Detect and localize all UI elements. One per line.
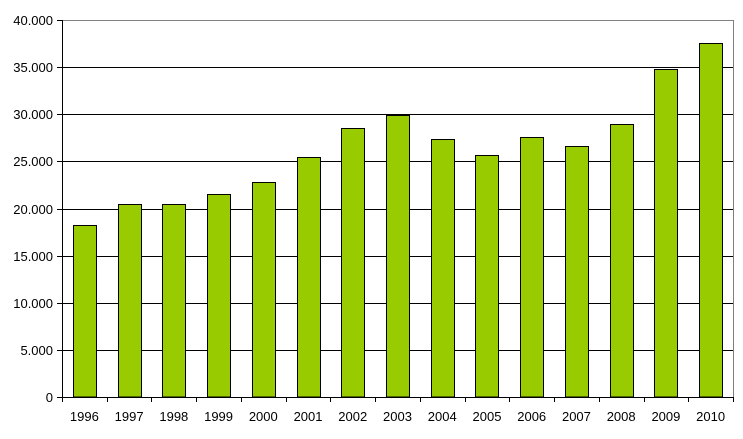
x-tick-label: 2002 [338,409,367,424]
x-tick-label: 2008 [607,409,636,424]
bar-2008 [610,124,634,398]
x-tick-label: 2004 [428,409,457,424]
y-tick-label: 5.000 [20,343,53,358]
x-tick-label: 2006 [517,409,546,424]
y-tick-label: 30.000 [13,107,53,122]
y-tick-label: 25.000 [13,154,53,169]
x-tick-label: 2007 [562,409,591,424]
y-tick-label: 35.000 [13,60,53,75]
x-tick-label: 1998 [159,409,188,424]
x-tick-label: 1996 [70,409,99,424]
y-tick-label: 0 [46,390,53,405]
x-axis-labels: 1996 1997 1998 1999 2000 2001 2002 2003 2004 2005… [70,409,725,424]
bar-2001 [297,157,321,398]
y-tick-label: 15.000 [13,249,53,264]
x-tick-label: 2009 [651,409,680,424]
x-tick-label: 2005 [473,409,502,424]
bar-2010 [699,43,723,398]
bar-2002 [341,128,365,398]
bars [73,43,723,398]
x-tick-label: 1997 [115,409,144,424]
bar-2000 [252,182,276,398]
y-tick-label: 10.000 [13,296,53,311]
bar-1998 [162,204,186,398]
bar-2005 [475,155,499,398]
y-tick-label: 20.000 [13,202,53,217]
bar-2006 [520,137,544,398]
bar-1996 [73,225,97,398]
bar-2007 [565,146,589,398]
x-tick-label: 2010 [696,409,725,424]
bar-2009 [654,69,678,398]
axes [57,20,734,402]
bar-1999 [207,194,231,398]
x-tick-label: 2003 [383,409,412,424]
bar-2003 [386,115,410,398]
y-axis-labels: 0 5.000 10.000 15.000 20.000 25.000 30.000 35.0… [13,13,53,405]
bar-2004 [431,139,455,398]
x-tick-label: 2000 [249,409,278,424]
y-tick-label: 40.000 [13,13,53,28]
x-tick-label: 2001 [294,409,323,424]
x-tick-label: 1999 [204,409,233,424]
bar-1997 [118,204,142,398]
